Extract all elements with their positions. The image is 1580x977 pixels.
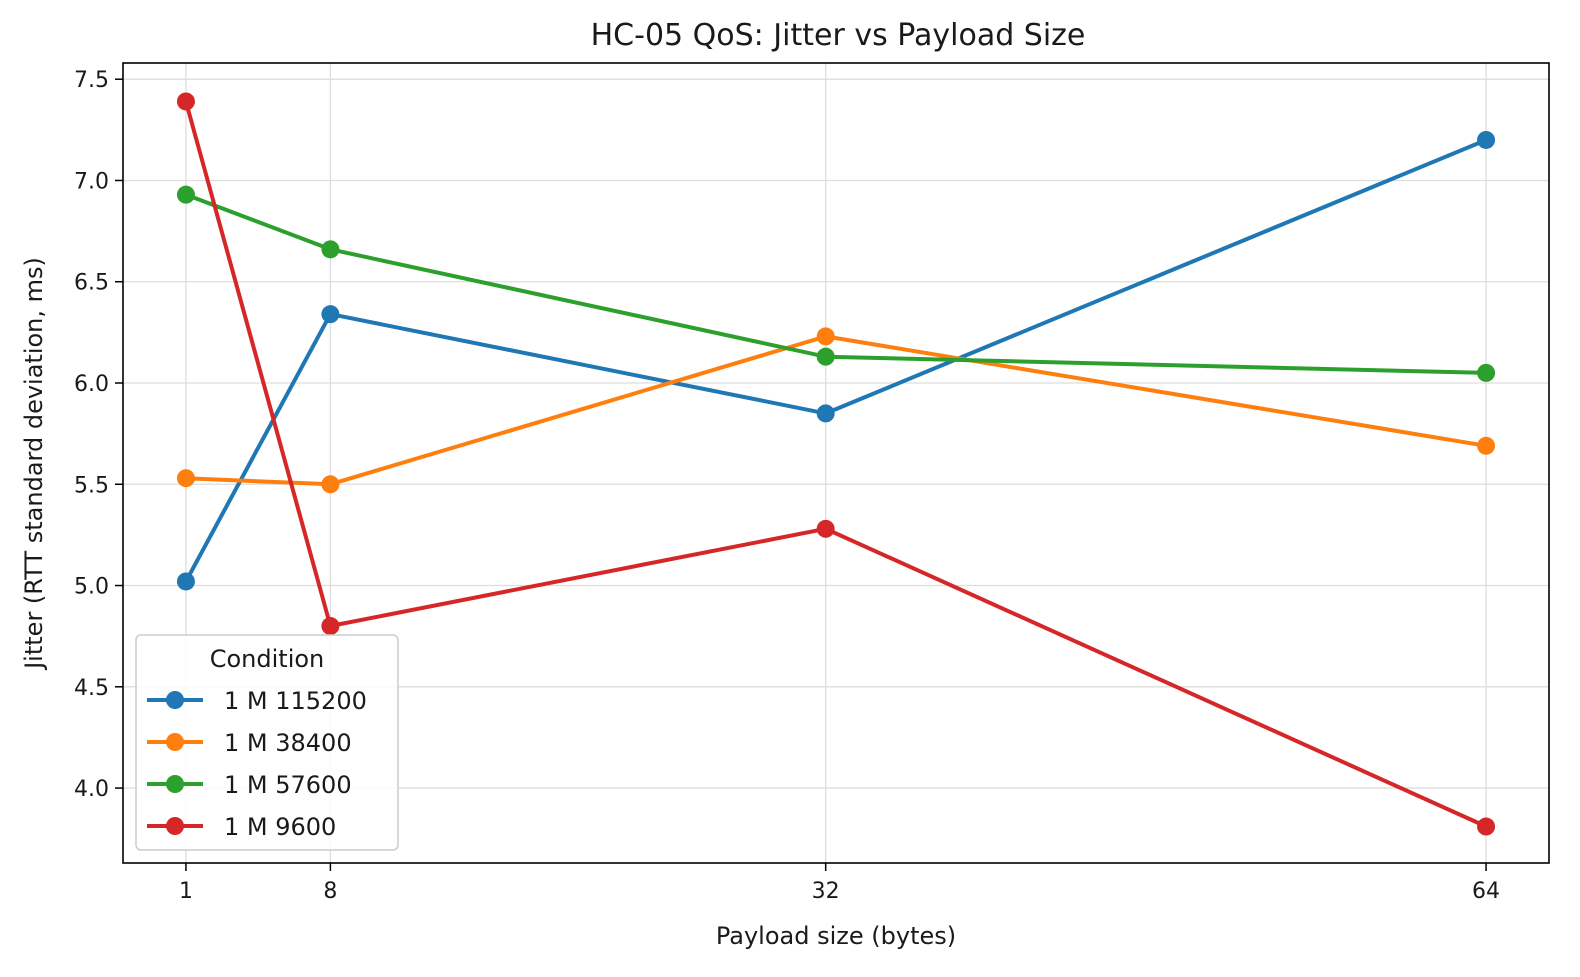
data-point (176, 92, 195, 111)
series-2 (176, 185, 1496, 382)
series-layer (176, 92, 1496, 836)
legend-label: 1 M 9600 (224, 813, 336, 841)
data-point (321, 240, 340, 259)
y-tick-label: 6.0 (74, 372, 109, 397)
legend-items: 1 M 115200 1 M 38400 1 M 57600 1 M 9600 (147, 687, 367, 841)
data-point (816, 404, 835, 423)
series-1 (176, 327, 1496, 494)
series-line (183, 192, 1489, 375)
data-point (1477, 817, 1496, 836)
data-point (1477, 363, 1496, 382)
legend-item: 1 M 38400 (147, 729, 352, 757)
x-axis: 1 8 32 64 (179, 863, 1500, 904)
x-tick-label: 64 (1472, 879, 1500, 904)
y-tick-label: 7.5 (74, 68, 109, 93)
legend-item: 1 M 9600 (147, 813, 336, 841)
data-point (321, 475, 340, 494)
legend-marker (166, 817, 184, 835)
legend-marker (166, 691, 184, 709)
y-tick-label: 5.0 (74, 575, 109, 600)
x-tick-label: 8 (323, 879, 337, 904)
data-point (816, 519, 835, 538)
legend-title: Condition (210, 645, 325, 673)
grid (123, 63, 1549, 863)
y-tick-label: 6.5 (74, 271, 109, 296)
series-3 (176, 92, 1496, 836)
y-tick-label: 7.0 (74, 169, 109, 194)
y-tick-label: 5.5 (74, 473, 109, 498)
legend-marker (166, 733, 184, 751)
data-point (176, 185, 195, 204)
x-axis-label: Payload size (bytes) (716, 922, 956, 950)
data-point (1477, 130, 1496, 149)
y-tick-label: 4.0 (74, 777, 109, 802)
data-point (321, 305, 340, 324)
chart-title: HC-05 QoS: Jitter vs Payload Size (591, 18, 1086, 53)
plot-frame (122, 62, 1550, 864)
legend-label: 1 M 115200 (224, 687, 367, 715)
legend-box (135, 634, 399, 851)
y-axis: 4.0 4.5 5.0 5.5 6.0 6.5 7.0 7.5 (74, 68, 123, 802)
data-point (176, 469, 195, 488)
x-tick-label: 32 (812, 879, 840, 904)
series-0 (176, 130, 1496, 591)
y-axis-label: Jitter (RTT standard deviation, ms) (20, 257, 48, 671)
series-line (183, 99, 1489, 829)
legend-label: 1 M 38400 (224, 729, 352, 757)
legend-marker (166, 775, 184, 793)
data-point (816, 327, 835, 346)
series-line (183, 138, 1489, 584)
legend-label: 1 M 57600 (224, 771, 352, 799)
series-line (183, 334, 1489, 487)
data-point (176, 572, 195, 591)
y-tick-label: 4.5 (74, 676, 109, 701)
data-point (321, 617, 340, 636)
x-tick-label: 1 (179, 879, 193, 904)
legend-item: 1 M 57600 (147, 771, 352, 799)
legend-item: 1 M 115200 (147, 687, 367, 715)
data-point (816, 347, 835, 366)
data-point (1477, 436, 1496, 455)
